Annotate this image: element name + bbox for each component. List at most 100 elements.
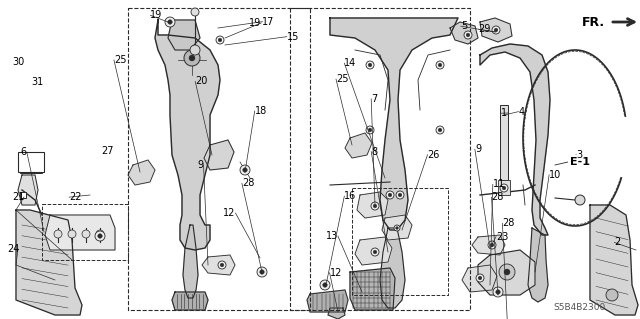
Circle shape	[95, 231, 105, 241]
Text: S5B4B2300: S5B4B2300	[554, 303, 606, 313]
Polygon shape	[462, 265, 497, 292]
Circle shape	[436, 126, 444, 134]
Circle shape	[243, 168, 247, 172]
Polygon shape	[590, 205, 638, 315]
Text: 21: 21	[12, 192, 24, 202]
Text: 15: 15	[287, 32, 299, 42]
Circle shape	[260, 270, 264, 274]
Bar	[498, 180, 510, 195]
Text: 28: 28	[492, 192, 504, 202]
Polygon shape	[330, 18, 458, 230]
Text: 3: 3	[576, 150, 582, 160]
Circle shape	[240, 165, 250, 175]
Text: E-1: E-1	[570, 157, 590, 167]
Circle shape	[368, 128, 372, 132]
Polygon shape	[528, 228, 548, 302]
Polygon shape	[345, 133, 372, 158]
Polygon shape	[45, 215, 115, 250]
Circle shape	[575, 195, 585, 205]
Text: 25: 25	[336, 74, 349, 84]
Text: 31: 31	[31, 77, 44, 87]
Circle shape	[464, 31, 472, 39]
Polygon shape	[155, 20, 220, 250]
Circle shape	[396, 227, 398, 229]
Text: 24: 24	[7, 244, 19, 254]
Circle shape	[493, 287, 503, 297]
Text: 30: 30	[12, 57, 24, 67]
Bar	[500, 105, 508, 180]
Polygon shape	[472, 235, 505, 255]
Text: 14: 14	[344, 58, 356, 68]
Polygon shape	[355, 237, 392, 265]
Text: 8: 8	[371, 146, 378, 157]
Circle shape	[504, 269, 510, 275]
Circle shape	[436, 61, 444, 69]
Polygon shape	[478, 250, 535, 295]
Circle shape	[394, 225, 400, 231]
Text: 26: 26	[428, 150, 440, 160]
Circle shape	[606, 289, 618, 301]
Text: 18: 18	[255, 106, 267, 116]
Circle shape	[371, 202, 379, 210]
Text: 11: 11	[493, 179, 505, 189]
Polygon shape	[450, 22, 478, 44]
Polygon shape	[328, 308, 345, 319]
Circle shape	[466, 33, 470, 37]
Text: 29: 29	[479, 24, 491, 34]
Text: 5: 5	[461, 21, 467, 31]
Polygon shape	[202, 255, 235, 275]
Text: FR.: FR.	[582, 16, 605, 28]
Circle shape	[373, 250, 377, 254]
Text: 4: 4	[518, 107, 525, 117]
Text: 16: 16	[344, 191, 356, 201]
Circle shape	[500, 184, 508, 192]
Polygon shape	[128, 160, 155, 185]
Circle shape	[371, 248, 379, 256]
Circle shape	[478, 276, 482, 280]
Circle shape	[496, 290, 500, 294]
Circle shape	[373, 204, 377, 208]
Text: 25: 25	[114, 55, 127, 65]
Polygon shape	[307, 290, 348, 312]
Polygon shape	[172, 292, 208, 310]
Bar	[20, 155, 42, 173]
Text: 12: 12	[223, 208, 236, 218]
Circle shape	[257, 267, 267, 277]
Polygon shape	[382, 215, 412, 240]
Polygon shape	[204, 140, 234, 170]
Circle shape	[320, 280, 330, 290]
Circle shape	[368, 63, 372, 67]
Text: 22: 22	[69, 192, 82, 202]
Circle shape	[476, 274, 484, 282]
Circle shape	[323, 283, 327, 287]
Text: 2: 2	[614, 237, 621, 248]
Circle shape	[492, 26, 500, 34]
Text: 7: 7	[371, 94, 378, 104]
Circle shape	[494, 28, 498, 32]
Circle shape	[184, 50, 200, 66]
Polygon shape	[480, 44, 550, 235]
Circle shape	[54, 230, 62, 238]
Text: 9: 9	[475, 144, 481, 154]
Circle shape	[388, 193, 392, 197]
Circle shape	[396, 191, 404, 199]
Circle shape	[438, 63, 442, 67]
Circle shape	[502, 186, 506, 190]
Circle shape	[98, 234, 102, 238]
Polygon shape	[168, 20, 200, 50]
Polygon shape	[18, 175, 38, 205]
Bar	[18, 152, 44, 172]
Circle shape	[165, 17, 175, 27]
Circle shape	[499, 264, 515, 280]
Circle shape	[96, 230, 104, 238]
Polygon shape	[183, 225, 198, 298]
Text: 19: 19	[249, 18, 261, 28]
Polygon shape	[380, 228, 405, 308]
Circle shape	[488, 241, 496, 249]
Polygon shape	[350, 268, 395, 310]
Circle shape	[218, 261, 226, 269]
Text: 27: 27	[101, 145, 114, 156]
Polygon shape	[16, 210, 82, 315]
Circle shape	[82, 230, 90, 238]
Bar	[20, 192, 26, 198]
